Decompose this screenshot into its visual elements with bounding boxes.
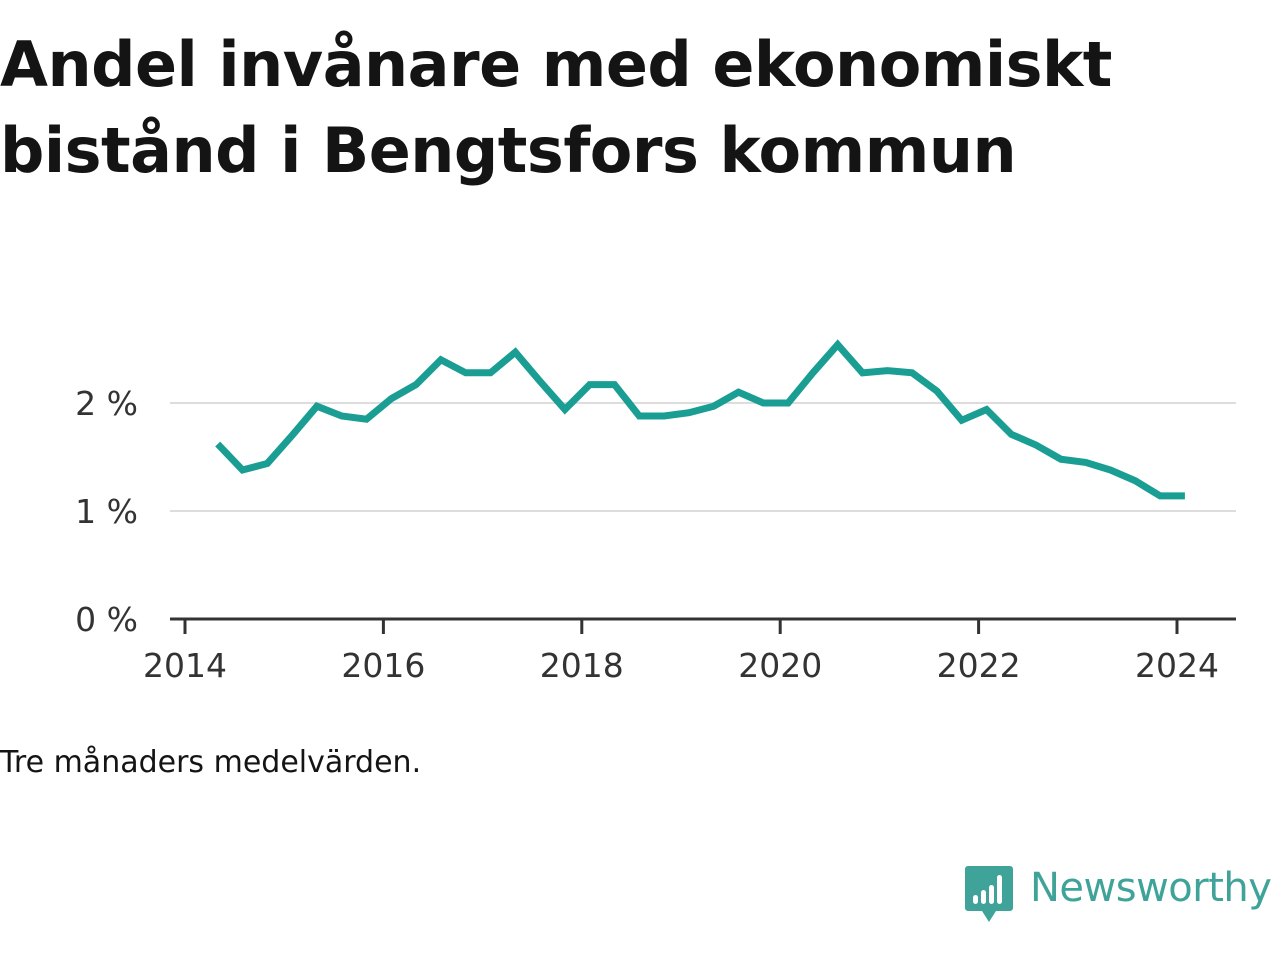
series-line: [215, 339, 1185, 500]
brand-name: Newsworthy: [1030, 865, 1272, 911]
y-tick-label: 0 %: [75, 600, 138, 639]
newsworthy-logo-icon: [965, 866, 1013, 922]
x-axis: 2014 2016 2018 2020 2022 2024: [143, 617, 1236, 685]
x-tick-label: 2014: [143, 646, 227, 685]
x-tick-label: 2022: [937, 646, 1021, 685]
gridlines: [170, 402, 1236, 512]
x-tick-label: 2016: [341, 646, 425, 685]
data-series: [215, 339, 1185, 500]
y-axis-tick-labels: 0 % 1 % 2 %: [75, 384, 138, 639]
brand-logo[interactable]: Newsworthy: [962, 862, 1272, 926]
x-tick-label: 2020: [738, 646, 822, 685]
y-tick-label: 1 %: [75, 492, 138, 531]
x-tick-label: 2018: [540, 646, 624, 685]
chart-note: Tre månaders medelvärden.: [0, 745, 422, 780]
x-tick-label: 2024: [1135, 646, 1219, 685]
y-tick-label: 2 %: [75, 384, 138, 423]
chart-title: Andel invånare med ekonomiskt bistånd i …: [0, 28, 1112, 187]
